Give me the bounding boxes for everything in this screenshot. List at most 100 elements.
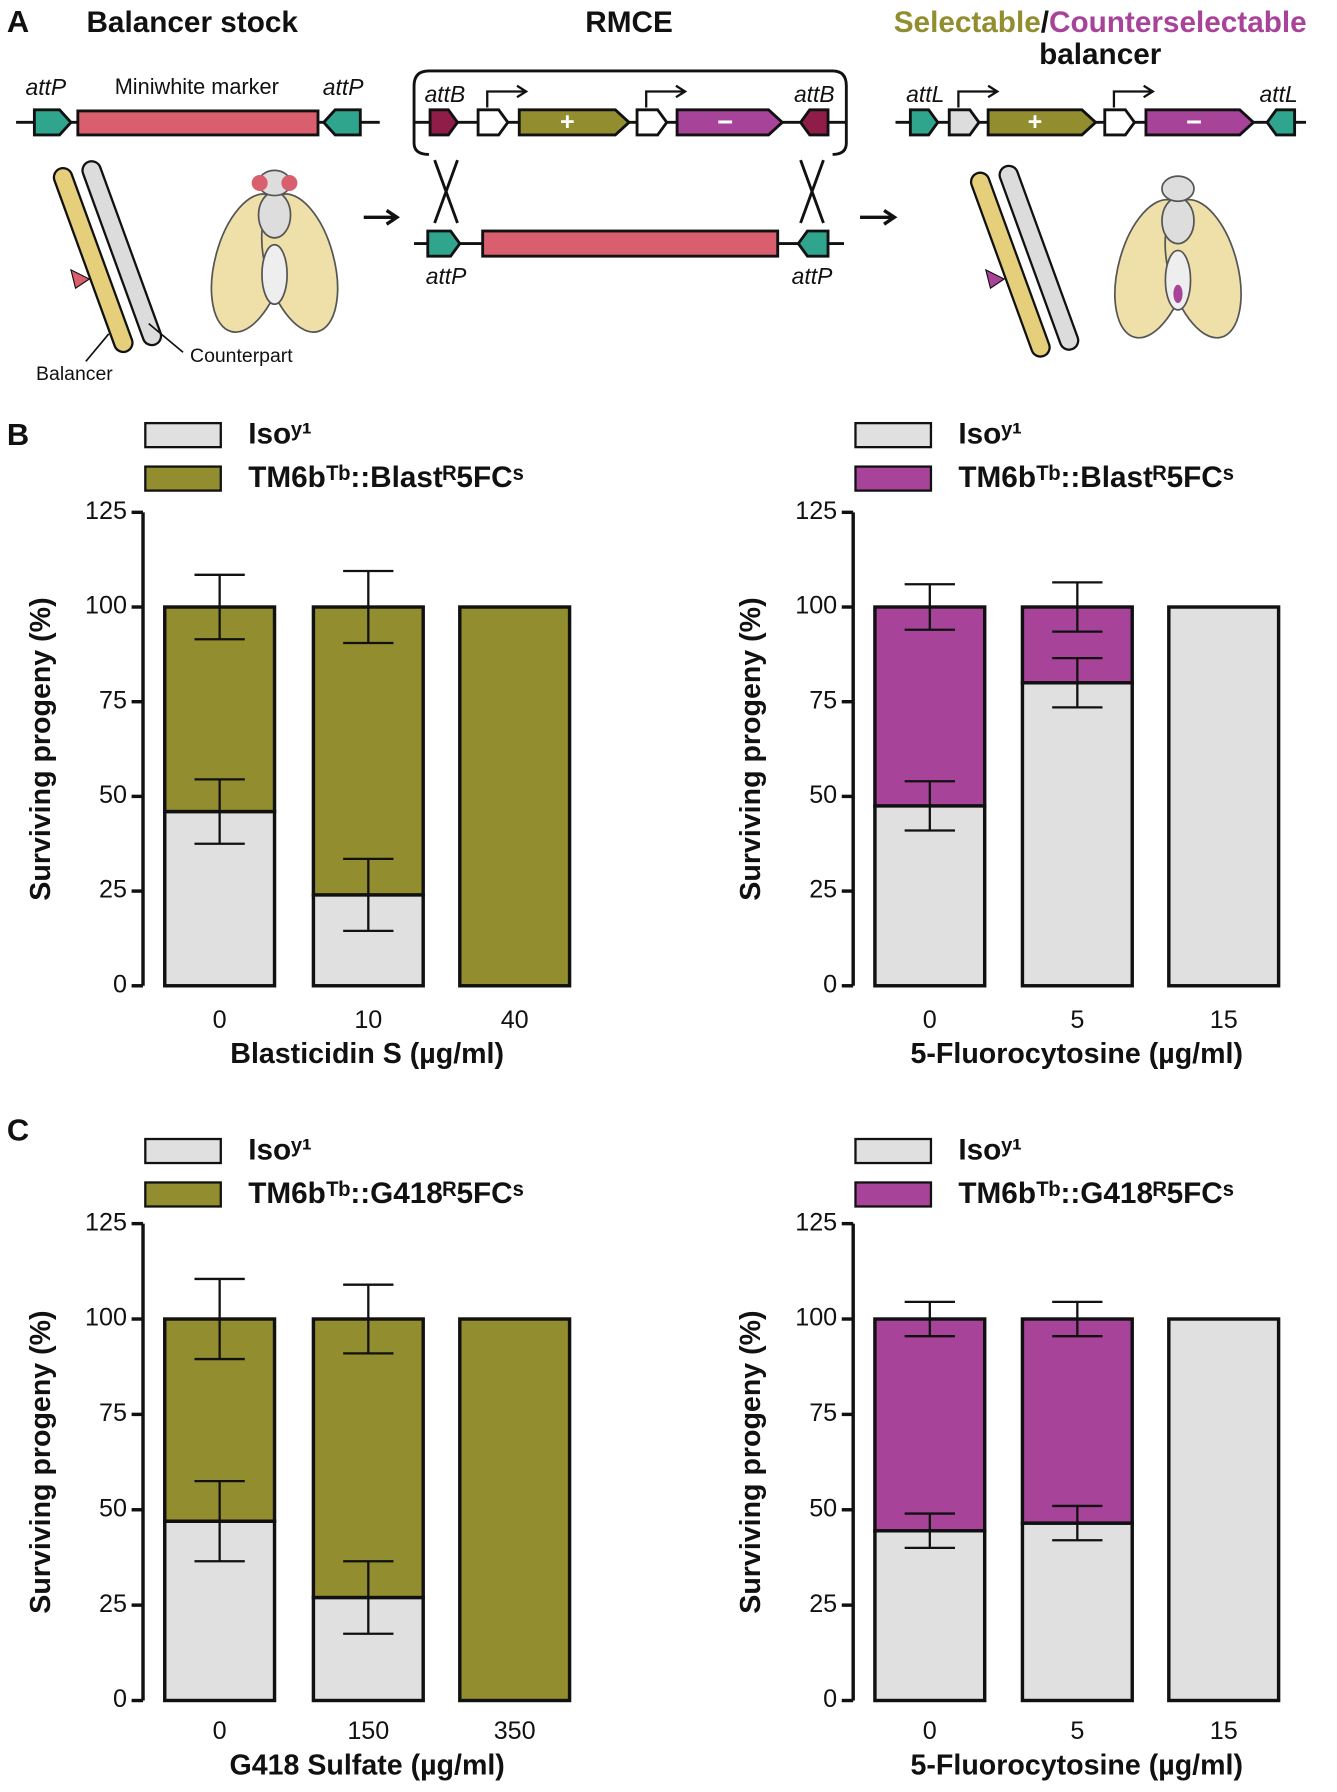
chromosome-label: Counterpart [190, 345, 293, 367]
selectable-sign: + [1028, 108, 1043, 136]
y-tick-label: 100 [795, 1304, 837, 1332]
bar-segment [163, 605, 277, 814]
x-axis-label: G418 Sulfate (µg/ml) [230, 1749, 505, 1781]
bar-segment [1020, 1317, 1134, 1525]
y-tick-label: 25 [99, 1590, 127, 1618]
error-bar [904, 1300, 955, 1338]
error-bar [343, 569, 394, 645]
error-bar [1052, 1300, 1103, 1338]
error-bar [1052, 581, 1103, 633]
error-bar [194, 573, 245, 641]
marker-triangle [70, 268, 91, 290]
counterselectable-sign: − [717, 106, 733, 137]
bar-segment [873, 1317, 987, 1533]
counterselectable-sign: − [1186, 106, 1202, 137]
y-tick-label: 75 [809, 1399, 837, 1427]
legend-swatch [144, 465, 222, 492]
y-tick-label: 75 [809, 686, 837, 714]
x-axis-label: 5-Fluorocytosine (µg/ml) [911, 1749, 1243, 1781]
y-tick-label: 50 [99, 781, 127, 809]
x-tick-label: 0 [923, 1717, 937, 1745]
legend-swatch [854, 465, 933, 492]
y-tick-label: 125 [85, 1208, 127, 1236]
y-tick-label: 100 [85, 1304, 127, 1332]
title-part: Selectable [894, 6, 1041, 39]
x-tick-label: 10 [354, 1006, 382, 1034]
pointer [148, 322, 184, 353]
panel-label: C [7, 1112, 29, 1147]
bar-segment [458, 605, 572, 988]
legend-label: TM6bᵀᵇ::G418ᴿ5FCˢ [958, 1177, 1234, 1210]
y-axis-label: Surviving progeny (%) [735, 1310, 767, 1613]
error-bar [194, 1480, 245, 1563]
att-site [321, 108, 362, 137]
title-part: Counterselectable [1049, 6, 1307, 39]
bar-segment [1020, 1521, 1134, 1703]
x-tick-label: 0 [213, 1006, 227, 1034]
y-tick-label: 75 [99, 1399, 127, 1427]
x-tick-label: 150 [347, 1717, 389, 1745]
construct [16, 108, 380, 137]
site-label: attL [1260, 81, 1298, 107]
y-tick-label: 0 [113, 970, 127, 998]
chromosome-label: Balancer [36, 363, 113, 385]
panel-label: A [7, 4, 29, 39]
panel-label: B [7, 417, 29, 452]
bar-segment [1167, 1317, 1281, 1703]
error-bar [904, 1512, 955, 1550]
column-title: Selectable/Counterselectable [894, 6, 1307, 39]
x-tick-label: 40 [501, 1006, 529, 1034]
y-tick-label: 125 [85, 497, 127, 525]
legend-swatch [144, 1137, 222, 1165]
bar-segment [311, 1317, 425, 1600]
error-bar [1052, 1504, 1103, 1542]
column-title: RMCE [585, 6, 673, 39]
error-bar [343, 857, 394, 932]
fly [210, 169, 339, 333]
legend-label: TM6bᵀᵇ::G418ᴿ5FCˢ [248, 1177, 524, 1210]
y-tick-label: 50 [99, 1494, 127, 1522]
bar-segment [873, 1529, 987, 1703]
counterpart-chromosome [81, 160, 163, 347]
y-tick-label: 0 [823, 970, 837, 998]
y-tick-label: 25 [809, 1590, 837, 1618]
legend-label: TM6bᵀᵇ::Blastᴿ5FCˢ [248, 461, 524, 494]
chromosomes: Balancer Counterpart [36, 160, 293, 385]
legend-swatch [854, 1181, 933, 1208]
construct [895, 84, 1307, 137]
title-part: / [1041, 6, 1049, 39]
x-tick-label: 5 [1070, 1006, 1084, 1034]
gene-label: Miniwhite marker [115, 74, 279, 99]
error-bar [904, 583, 955, 631]
y-tick-label: 25 [99, 876, 127, 904]
bar-segment [873, 605, 987, 808]
site-label: attP [323, 74, 364, 100]
x-tick-label: 15 [1210, 1717, 1238, 1745]
att-site [32, 108, 73, 137]
legend-label: TM6bᵀᵇ::Blastᴿ5FCˢ [958, 461, 1234, 494]
y-tick-label: 125 [795, 497, 837, 525]
y-tick-label: 0 [113, 1685, 127, 1713]
marker-gene [76, 109, 320, 137]
y-tick-label: 75 [99, 686, 127, 714]
legend-swatch [854, 1137, 933, 1165]
arrow [363, 208, 400, 226]
x-tick-label: 350 [494, 1717, 536, 1745]
y-tick-label: 125 [795, 1208, 837, 1236]
chromosomes [969, 164, 1080, 358]
fly [1114, 175, 1242, 339]
legend-label: Isoʸ¹ [958, 418, 1022, 451]
y-axis-label: Surviving progeny (%) [735, 597, 767, 900]
bar-segment [311, 605, 425, 897]
rmce [412, 69, 848, 258]
pointer [85, 333, 110, 362]
column-title: balancer [1039, 38, 1162, 71]
bar-segment [458, 1317, 572, 1703]
y-tick-label: 100 [795, 592, 837, 620]
legend-label: Isoʸ¹ [248, 1133, 312, 1166]
y-tick-label: 25 [809, 876, 837, 904]
selectable-sign: + [560, 108, 575, 136]
error-bar [343, 1560, 394, 1635]
